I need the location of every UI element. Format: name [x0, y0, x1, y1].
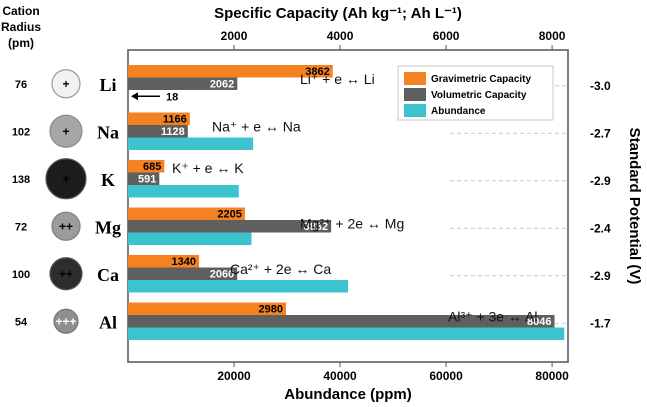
label-gravimetric-li: 3862 — [305, 66, 329, 78]
potential-na: -2.7 — [590, 126, 611, 140]
bar-abundance-ca — [128, 280, 348, 293]
bar-volumetric-li — [128, 77, 238, 90]
top-tick-label-2: 6000 — [433, 29, 460, 43]
potential-ca: -2.9 — [590, 269, 611, 283]
cation-radius-al: 54 — [15, 316, 28, 328]
bottom-axis-title: Abundance (ppm) — [284, 386, 412, 403]
label-volumetric-k: 591 — [138, 174, 156, 186]
left-header-line-1: Cation — [2, 4, 39, 18]
cation-charge-k: + — [62, 172, 69, 186]
bottom-tick-label-2: 60000 — [429, 369, 463, 383]
legend: Gravimetric Capacity Volumetric Capacity… — [397, 65, 554, 121]
label-volumetric-ca: 2060 — [210, 269, 234, 281]
cation-radius-mg: 72 — [15, 221, 27, 233]
legend-swatch-gravimetric — [404, 72, 426, 85]
reaction-al: Al³⁺ + 3e ↔ Al — [448, 309, 537, 325]
plot-frame — [127, 49, 569, 363]
abundance-arrow-head — [131, 92, 138, 101]
labels-group: 2000 4000 6000 8000 20000 40000 60000 80000 3862… — [12, 29, 611, 383]
cation-sphere-mg — [51, 211, 81, 241]
potential-mg: -2.4 — [590, 221, 611, 235]
bottom-tick-label-3: 80000 — [535, 369, 569, 383]
cation-charge-mg: ++ — [59, 219, 73, 233]
cation-sphere-ca — [49, 257, 83, 291]
element-symbol-mg: Mg — [95, 217, 121, 237]
cation-radius-na: 102 — [12, 126, 30, 138]
cation-charge-al: +++ — [55, 314, 76, 328]
label-volumetric-al: 8046 — [527, 316, 551, 328]
bar-volumetric-al — [128, 315, 555, 328]
label-gravimetric-ca: 1340 — [172, 256, 196, 268]
potential-al: -1.7 — [590, 316, 611, 330]
bar-abundance-al — [128, 327, 565, 340]
label-gravimetric-k: 685 — [143, 161, 161, 173]
legend-label-volumetric: Volumetric Capacity — [431, 90, 527, 101]
bar-volumetric-k — [128, 172, 160, 185]
label-gravimetric-na: 1166 — [163, 114, 187, 126]
top-axis-title: Specific Capacity (Ah kg⁻¹; Ah L⁻¹) — [214, 5, 462, 22]
label-abundance-li: 18 — [166, 91, 178, 103]
element-symbol-li: Li — [99, 75, 116, 95]
label-volumetric-mg: 3832 — [304, 221, 328, 233]
reaction-k: K⁺ + e ↔ K — [172, 160, 244, 176]
bar-gravimetric-al — [128, 302, 286, 315]
legend-label-gravimetric: Gravimetric Capacity — [431, 74, 531, 85]
bar-volumetric-ca — [128, 267, 238, 280]
cation-charge-ca: ++ — [59, 267, 73, 281]
left-header-line-2: Radius — [1, 20, 41, 34]
top-tick-label-3: 8000 — [539, 29, 566, 43]
cation-sphere-na — [49, 114, 83, 148]
cation-radius-k: 138 — [12, 174, 30, 186]
element-symbol-na: Na — [97, 122, 119, 142]
label-gravimetric-mg: 2205 — [217, 209, 241, 221]
element-symbol-k: K — [101, 170, 115, 190]
reaction-ca: Ca²⁺ + 2e ↔ Ca — [230, 261, 331, 277]
cation-charge-li: + — [62, 77, 69, 91]
cation-sphere-li — [51, 69, 81, 99]
potential-li: -3.0 — [590, 79, 611, 93]
cation-sphere-k — [45, 158, 87, 200]
bar-gravimetric-ca — [128, 255, 200, 268]
reaction-li: Li⁺ + e ↔ Li — [300, 71, 375, 87]
element-symbol-al: Al — [99, 312, 117, 332]
bar-gravimetric-li — [128, 65, 333, 78]
bottom-tick-label-1: 40000 — [323, 369, 357, 383]
label-volumetric-li: 2062 — [210, 79, 234, 91]
potential-gridlines — [450, 85, 568, 324]
bottom-tick-label-0: 20000 — [217, 369, 251, 383]
bar-gravimetric-na — [128, 112, 190, 125]
cation-sphere-al — [53, 308, 79, 334]
bar-abundance-na — [128, 137, 254, 150]
bar-gravimetric-k — [128, 160, 165, 173]
cation-charge-na: + — [62, 124, 69, 138]
legend-label-abundance: Abundance — [431, 106, 486, 117]
label-gravimetric-al: 2980 — [258, 304, 282, 316]
cation-radius-li: 76 — [15, 79, 27, 91]
cation-radius-ca: 100 — [12, 269, 30, 281]
bar-volumetric-na — [128, 125, 188, 138]
reaction-na: Na⁺ + e ↔ Na — [212, 119, 301, 135]
bars-group — [128, 65, 565, 340]
bar-gravimetric-mg — [128, 207, 245, 220]
reaction-mg: Mg²⁺ + 2e ↔ Mg — [300, 216, 404, 232]
right-axis-title: Standard Potential (V) — [626, 128, 643, 285]
label-volumetric-na: 1128 — [161, 126, 185, 138]
left-header-line-3: (pm) — [8, 36, 34, 50]
top-tick-label-1: 4000 — [327, 29, 354, 43]
potential-k: -2.9 — [590, 174, 611, 188]
bar-volumetric-mg — [128, 220, 332, 233]
legend-swatch-volumetric — [404, 88, 426, 101]
bar-abundance-mg — [128, 232, 252, 245]
bar-abundance-k — [128, 185, 239, 198]
top-tick-label-0: 2000 — [221, 29, 248, 43]
element-symbol-ca: Ca — [97, 265, 119, 285]
legend-swatch-abundance — [404, 104, 426, 117]
